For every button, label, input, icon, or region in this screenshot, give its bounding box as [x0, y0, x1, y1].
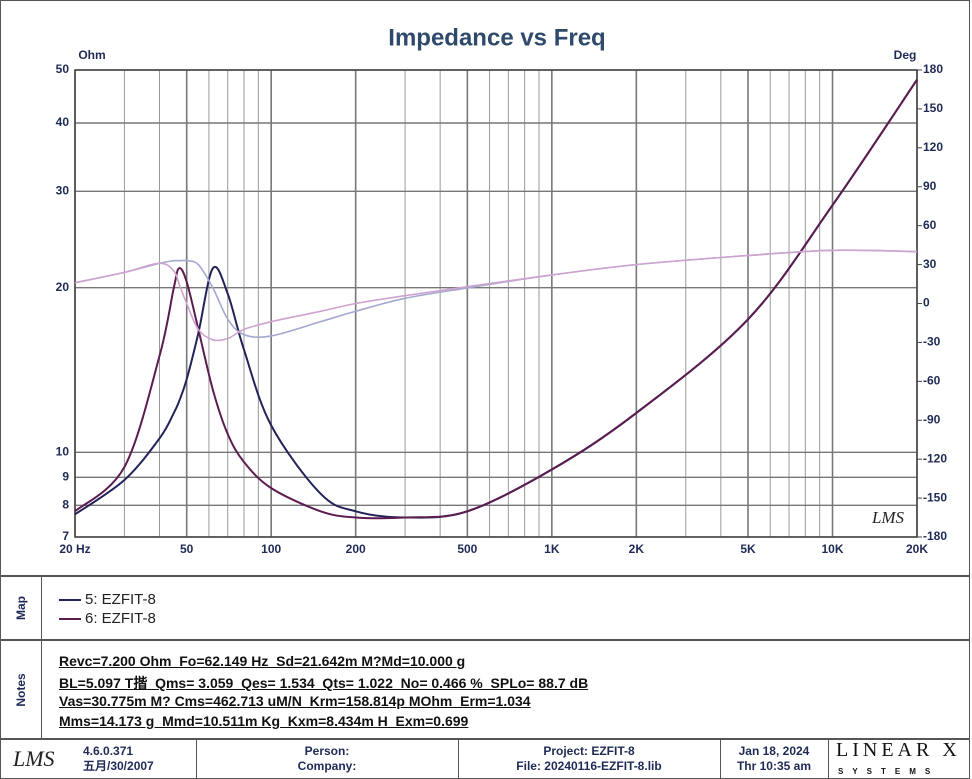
y2-tick-label: 90 — [923, 179, 937, 193]
y-tick-label: 10 — [56, 444, 70, 458]
y2-tick-label: -150 — [923, 490, 947, 504]
company: Company: — [297, 759, 357, 773]
notes-panel: Notes Revc=7.200 Ohm Fo=62.149 Hz Sd=21.… — [0, 640, 970, 739]
chart-title: Impedance vs Freq — [388, 24, 605, 51]
run-time: Thr 10:35 am — [736, 759, 812, 773]
y2-tick-label: 150 — [923, 101, 943, 115]
y2-tick-label: -90 — [923, 412, 941, 426]
y2-tick-label: -120 — [923, 451, 947, 465]
legend-item: 5: EZFIT-8 — [59, 591, 156, 608]
footer-person-cell: Person: Company: — [196, 740, 459, 778]
x-tick-label: 200 — [346, 542, 366, 556]
footer-version-cell: LMS 4.6.0.371 五月/30/2007 — [1, 740, 197, 778]
y2-tick-label: 0 — [923, 296, 930, 310]
plot-frame — [74, 69, 918, 538]
y-tick-label: 40 — [56, 115, 70, 129]
footer-project-cell: Project: EZFIT-8 File: 20240116-EZFIT-8.… — [458, 740, 721, 778]
x-tick-label: 100 — [261, 542, 281, 556]
series-line — [74, 79, 918, 520]
y-tick-label: 7 — [62, 529, 69, 543]
y-tick-label: 20 — [56, 280, 70, 294]
legend-swatch — [59, 617, 81, 620]
note-line: Vas=30.775m M? Cms=462.713 uM/N Krm=158.… — [59, 693, 531, 709]
project: Project: EZFIT-8 — [543, 744, 635, 758]
x-tick-label: 5K — [740, 542, 756, 556]
note-line: BL=5.097 T揩 Qms= 3.059 Qes= 1.534 Qts= 1… — [59, 675, 589, 691]
run-date: Jan 18, 2024 — [738, 744, 810, 758]
map-label: Map — [14, 596, 28, 620]
y-tick-label: 50 — [56, 62, 70, 76]
legend-label: 5: EZFIT-8 — [85, 591, 156, 608]
legend-label: 6: EZFIT-8 — [85, 610, 156, 627]
x-tick-label: 500 — [457, 542, 477, 556]
y2-tick-label: -60 — [923, 374, 941, 388]
x-tick-label: 10K — [822, 542, 844, 556]
x-tick-label: 20K — [906, 542, 928, 556]
file: File: 20240116-EZFIT-8.lib — [516, 759, 662, 773]
footer-date-cell: Jan 18, 2024 Thr 10:35 am — [720, 740, 829, 778]
footer: LMS 4.6.0.371 五月/30/2007 Person: Company… — [0, 739, 970, 779]
footer-brand-cell: LINEAR X SYSTEMS — [828, 740, 971, 778]
y-axis-label: Ohm — [78, 48, 105, 62]
person: Person: — [304, 744, 350, 758]
map-panel: Map 5: EZFIT-8 6: EZFIT-8 — [0, 576, 970, 640]
legend-swatch — [59, 598, 81, 601]
notes-side: Notes — [1, 641, 42, 738]
y2-tick-label: 30 — [923, 257, 937, 271]
legend-item: 6: EZFIT-8 — [59, 610, 156, 627]
version: 4.6.0.371 — [83, 744, 134, 758]
note-line: Mms=14.173 g Mmd=10.511m Kg Kxm=8.434m H… — [59, 713, 469, 729]
x-tick-label: 20 Hz — [59, 542, 90, 556]
y2-tick-label: -180 — [923, 529, 947, 543]
y-tick-label: 9 — [62, 469, 69, 483]
note-line: Revc=7.200 Ohm Fo=62.149 Hz Sd=21.642m M… — [59, 653, 466, 669]
x-tick-label: 50 — [180, 542, 194, 556]
brand-sub: SYSTEMS — [838, 767, 940, 776]
chart: Impedance vs Freq Ohm Deg LMS 20 Hz 50 100… — [0, 0, 970, 576]
notes-label: Notes — [14, 672, 28, 707]
brand: LINEAR X — [836, 739, 961, 761]
y-tick-label: 8 — [62, 497, 69, 511]
x-tick-label: 1K — [544, 542, 560, 556]
y2-tick-label: 120 — [923, 140, 943, 154]
y2-tick-label: 180 — [923, 62, 943, 76]
footer-logo: LMS — [13, 746, 55, 771]
y2-tick-label: -30 — [923, 335, 941, 349]
y2-axis-label: Deg — [894, 48, 917, 62]
y-tick-label: 30 — [56, 184, 70, 198]
map-side: Map — [1, 577, 42, 639]
watermark: LMS — [871, 508, 905, 527]
x-tick-label: 2K — [629, 542, 645, 556]
y2-tick-label: 60 — [923, 218, 937, 232]
version-date: 五月/30/2007 — [83, 759, 154, 773]
series-line — [74, 249, 918, 342]
